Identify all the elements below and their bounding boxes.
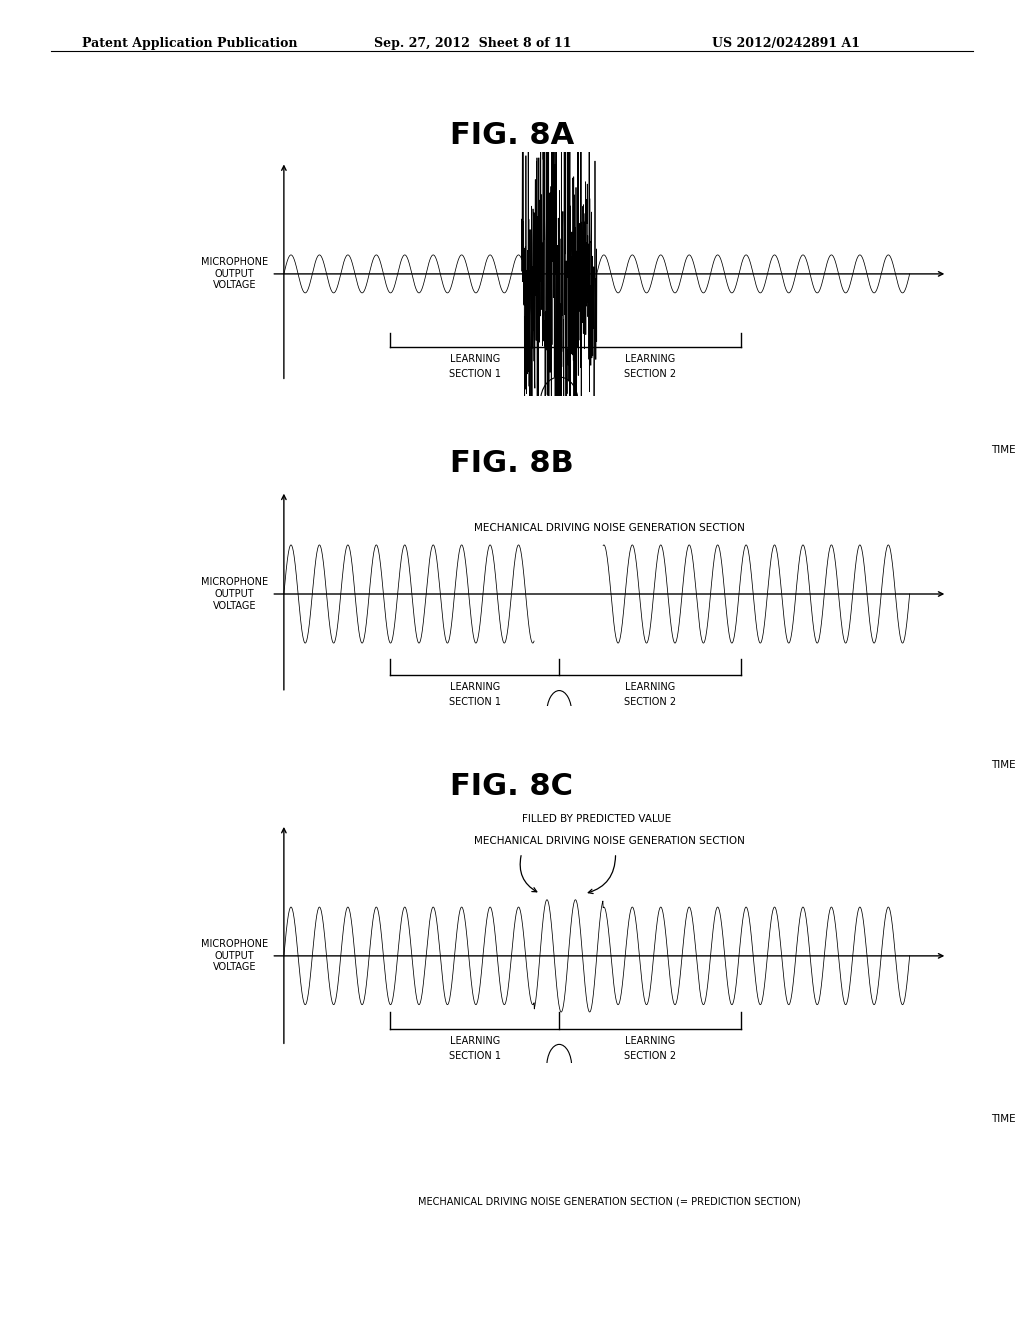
Text: LEARNING: LEARNING <box>450 1036 500 1045</box>
Text: TIME: TIME <box>991 445 1016 454</box>
Text: Sep. 27, 2012  Sheet 8 of 11: Sep. 27, 2012 Sheet 8 of 11 <box>374 37 571 50</box>
Text: LEARNING: LEARNING <box>450 682 500 692</box>
Text: US 2012/0242891 A1: US 2012/0242891 A1 <box>712 37 860 50</box>
Text: FILLED BY PREDICTED VALUE: FILLED BY PREDICTED VALUE <box>522 814 672 824</box>
Text: FIG. 8B: FIG. 8B <box>451 449 573 478</box>
Text: LEARNING: LEARNING <box>625 1036 675 1045</box>
Text: SECTION 2: SECTION 2 <box>624 697 676 708</box>
Text: SECTION 2: SECTION 2 <box>624 1051 676 1061</box>
Text: MICROPHONE
OUTPUT
VOLTAGE: MICROPHONE OUTPUT VOLTAGE <box>201 257 268 290</box>
Text: LEARNING: LEARNING <box>625 682 675 692</box>
Text: TIME: TIME <box>991 759 1016 770</box>
Text: MICROPHONE
OUTPUT
VOLTAGE: MICROPHONE OUTPUT VOLTAGE <box>201 577 268 611</box>
Text: MECHANICAL DRIVING NOISE GENERATION SECTION (= PREDICTION SECTION): MECHANICAL DRIVING NOISE GENERATION SECT… <box>418 1196 801 1206</box>
Text: FIG. 8A: FIG. 8A <box>450 121 574 150</box>
Text: MECHANICAL DRIVING NOISE GENERATION SECTION: MECHANICAL DRIVING NOISE GENERATION SECT… <box>474 523 744 533</box>
Text: MECHANICAL DRIVING NOISE GENERATION SECTION: MECHANICAL DRIVING NOISE GENERATION SECT… <box>474 837 744 846</box>
Text: SECTION 1: SECTION 1 <box>449 697 501 708</box>
Text: SECTION 1: SECTION 1 <box>449 368 501 379</box>
Text: FIG. 8C: FIG. 8C <box>451 772 573 801</box>
Text: SECTION 2: SECTION 2 <box>624 368 676 379</box>
Text: LEARNING: LEARNING <box>625 354 675 364</box>
Text: MICROPHONE
OUTPUT
VOLTAGE: MICROPHONE OUTPUT VOLTAGE <box>201 940 268 973</box>
Text: SECTION 1: SECTION 1 <box>449 1051 501 1061</box>
Text: LEARNING: LEARNING <box>450 354 500 364</box>
Text: Patent Application Publication: Patent Application Publication <box>82 37 297 50</box>
Text: TIME: TIME <box>991 1114 1016 1125</box>
